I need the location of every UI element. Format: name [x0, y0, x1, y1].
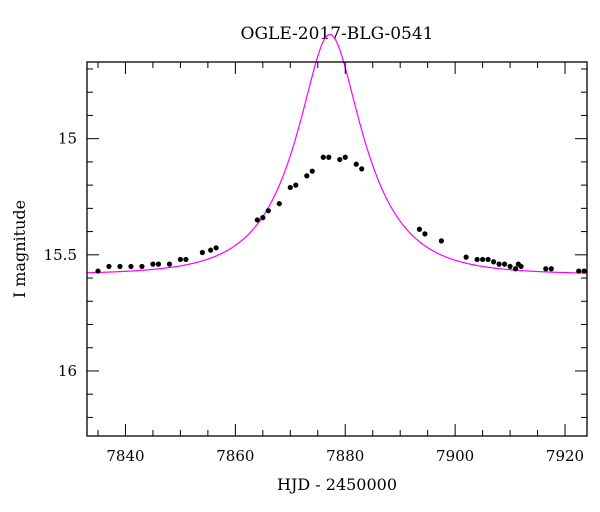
- data-point: [518, 263, 524, 270]
- data-point: [183, 256, 189, 263]
- data-point: [199, 249, 205, 256]
- data-point: [117, 263, 123, 270]
- data-point: [480, 256, 486, 263]
- model-curve: [86, 33, 588, 274]
- x-tick-label: 7840: [106, 447, 144, 465]
- data-point: [177, 256, 184, 263]
- plot-frame: [86, 61, 588, 437]
- data-point: [139, 263, 145, 270]
- data-point: [106, 263, 112, 270]
- data-point: [213, 245, 219, 251]
- data-point: [304, 173, 310, 179]
- data-point: [150, 261, 156, 267]
- x-tick-label: 7860: [216, 447, 254, 465]
- data-point: [293, 182, 299, 188]
- data-point: [155, 261, 162, 267]
- axis-ticks: [87, 62, 587, 436]
- data-point: [463, 254, 469, 260]
- data-point: [490, 259, 497, 265]
- data-point: [342, 154, 348, 160]
- x-axis-label: HJD - 2450000: [277, 475, 397, 494]
- data-point: [260, 215, 266, 221]
- data-point: [576, 268, 582, 274]
- data-point: [359, 166, 365, 172]
- plot-area: [86, 33, 588, 274]
- data-point: [337, 156, 343, 163]
- data-point: [287, 184, 293, 191]
- y-axis-label: I magnitude: [10, 200, 29, 298]
- data-point: [128, 263, 134, 270]
- x-tick-label: 7880: [326, 447, 364, 465]
- x-tick-label: 7900: [436, 447, 474, 465]
- data-point: [254, 217, 260, 223]
- data-point: [438, 238, 444, 244]
- data-point: [496, 261, 502, 267]
- data-point: [265, 208, 271, 214]
- data-point: [422, 231, 428, 237]
- tick-labels: 7840 7860 7880 7900 7920 15 15.5 16: [44, 130, 585, 465]
- data-point: [485, 256, 491, 263]
- data-point: [320, 154, 326, 160]
- data-point: [276, 201, 282, 207]
- data-point: [543, 266, 549, 272]
- x-tick-label: 7920: [546, 447, 584, 465]
- data-point: [353, 161, 359, 167]
- data-point: [166, 261, 173, 267]
- y-tick-label: 15: [58, 130, 77, 148]
- data-point: [208, 247, 214, 253]
- data-point: [416, 226, 423, 232]
- y-tick-label: 15.5: [44, 246, 77, 264]
- data-point: [548, 266, 554, 272]
- data-point: [507, 263, 513, 270]
- data-point: [474, 256, 480, 263]
- data-point: [512, 266, 519, 272]
- data-point: [326, 154, 332, 160]
- data-point: [309, 168, 315, 174]
- y-tick-label: 16: [58, 362, 77, 380]
- chart-title: OGLE-2017-BLG-0541: [241, 24, 434, 44]
- data-point: [501, 261, 508, 267]
- data-point: [95, 268, 101, 274]
- data-point: [581, 268, 587, 274]
